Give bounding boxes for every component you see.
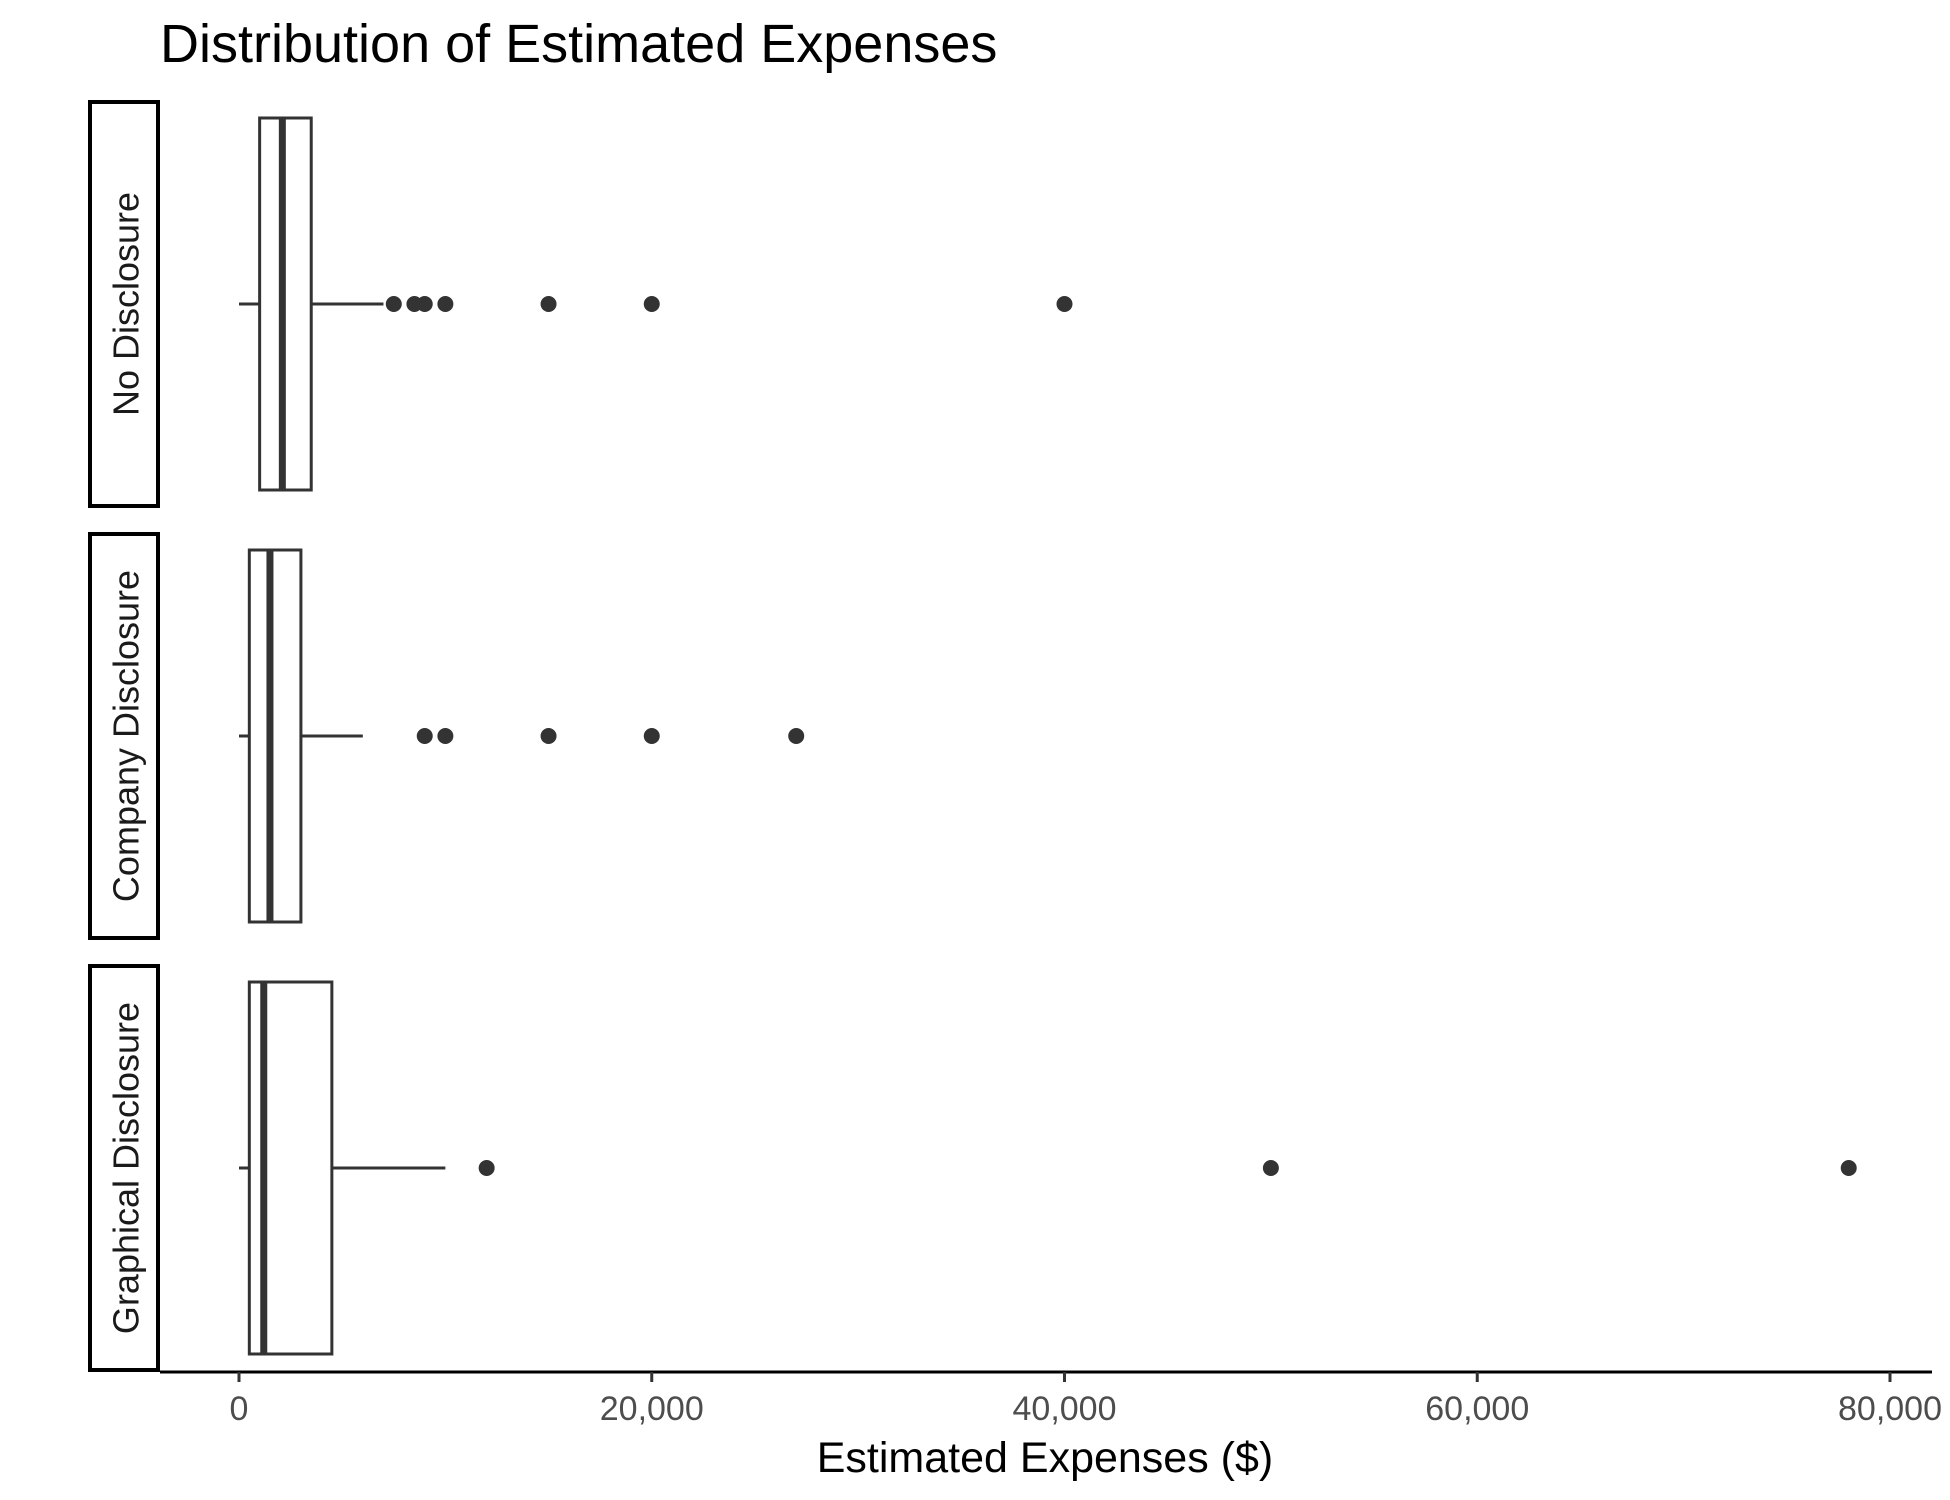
outlier-point bbox=[788, 728, 805, 744]
x-tick-label: 20,000 bbox=[600, 1390, 704, 1428]
x-tick-label: 40,000 bbox=[1013, 1390, 1117, 1428]
facet-strip bbox=[88, 964, 160, 1372]
x-tick-label: 80,000 bbox=[1838, 1390, 1942, 1428]
x-axis: 0 20,000 40,000 60,000 80,000 bbox=[160, 1370, 1942, 1428]
outlier-point bbox=[416, 728, 433, 744]
facet-strip-label: Company Disclosure bbox=[106, 570, 147, 902]
outlier-point bbox=[540, 296, 557, 312]
outlier-point bbox=[437, 296, 454, 312]
facet-panel: Company Disclosure bbox=[88, 532, 805, 940]
x-tick-label: 0 bbox=[230, 1390, 249, 1428]
outlier-point bbox=[1056, 296, 1073, 312]
facet-strip bbox=[88, 532, 160, 940]
x-axis-title: Estimated Expenses ($) bbox=[817, 1434, 1273, 1482]
outlier-point bbox=[540, 728, 557, 744]
outlier-point bbox=[643, 296, 660, 312]
facet-strip-label: No Disclosure bbox=[106, 192, 147, 416]
facet-panels: No Disclosure Company Disclosure Graphical… bbox=[88, 100, 1857, 1372]
outlier-point bbox=[478, 1160, 495, 1176]
outlier-point bbox=[385, 296, 402, 312]
outlier-point bbox=[416, 296, 433, 312]
facet-panel: Graphical Disclosure bbox=[88, 964, 1857, 1372]
outlier-point bbox=[437, 728, 454, 744]
facet-strip-label: Graphical Disclosure bbox=[106, 1002, 147, 1334]
chart-title: Distribution of Estimated Expenses bbox=[160, 14, 997, 74]
x-tick-label: 60,000 bbox=[1425, 1390, 1529, 1428]
iqr-box bbox=[247, 548, 303, 924]
outlier-point bbox=[1840, 1160, 1857, 1176]
x-axis-ticks: 0 20,000 40,000 60,000 80,000 bbox=[230, 1372, 1942, 1428]
outlier-point bbox=[643, 728, 660, 744]
facet-panel: No Disclosure bbox=[88, 100, 1073, 508]
facet-strip bbox=[88, 100, 160, 508]
outlier-point bbox=[1262, 1160, 1279, 1176]
